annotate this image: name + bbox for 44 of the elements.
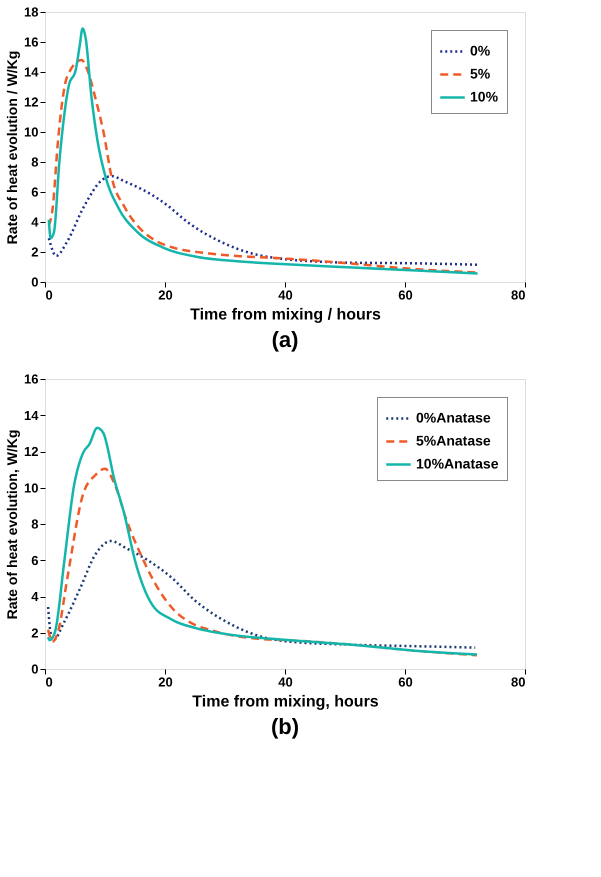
x-tick-label: 80 [511, 674, 526, 690]
text: (b) [270, 714, 300, 739]
legend-label: 5%Anatase [416, 432, 491, 448]
y-tick-label: 18 [24, 4, 38, 20]
y-axis-title: Rate of heat evolution / W/Kg [4, 50, 20, 244]
y-tick-label: 16 [24, 372, 38, 386]
y-tick-label: 4 [31, 589, 40, 604]
legend-label: 0% [470, 42, 491, 58]
y-tick-label: 6 [31, 184, 38, 200]
x-tick-label: 80 [511, 288, 526, 302]
line-series [46, 467, 478, 656]
x-tick-label: 20 [158, 674, 173, 690]
line-series [48, 174, 479, 266]
y-axis-title: Rate of heat evolution, W/Kg [4, 430, 20, 620]
legend-label: 0%Anatase [416, 410, 491, 426]
x-axis-title: Time from mixing / hours [190, 306, 382, 324]
y-tick-label: 6 [31, 552, 38, 568]
y-tick-label: 2 [31, 625, 38, 640]
y-tick-label: 8 [31, 516, 38, 532]
legend-label: 5% [470, 66, 491, 82]
x-axis-title: Time from mixing, hours [192, 694, 379, 710]
y-tick-label: 4 [31, 214, 40, 230]
x-tick-label: 60 [398, 674, 413, 690]
y-tick-label: 12 [24, 94, 38, 110]
y-tick-label: 14 [24, 408, 40, 423]
y-tick-label: 10 [24, 124, 38, 140]
x-tick-label: 0 [46, 674, 53, 690]
y-tick-label: 10 [24, 480, 38, 496]
x-tick-label: 20 [158, 288, 173, 302]
legend-label: 10%Anatase [416, 456, 499, 472]
x-tick-label: 0 [46, 288, 53, 302]
y-tick-label: 8 [31, 154, 38, 170]
y-tick-label: 0 [31, 274, 38, 290]
y-tick-label: 0 [31, 662, 38, 676]
text: (a) [272, 327, 298, 352]
x-tick-label: 40 [278, 288, 293, 302]
legend-label: 10% [470, 88, 499, 104]
y-tick-label: 2 [31, 244, 38, 260]
y-tick-label: 12 [24, 444, 38, 459]
x-tick-label: 60 [398, 288, 413, 302]
y-tick-label: 16 [24, 34, 38, 50]
y-tick-label: 14 [24, 64, 40, 80]
line-series [46, 540, 476, 649]
x-tick-label: 40 [278, 674, 293, 690]
